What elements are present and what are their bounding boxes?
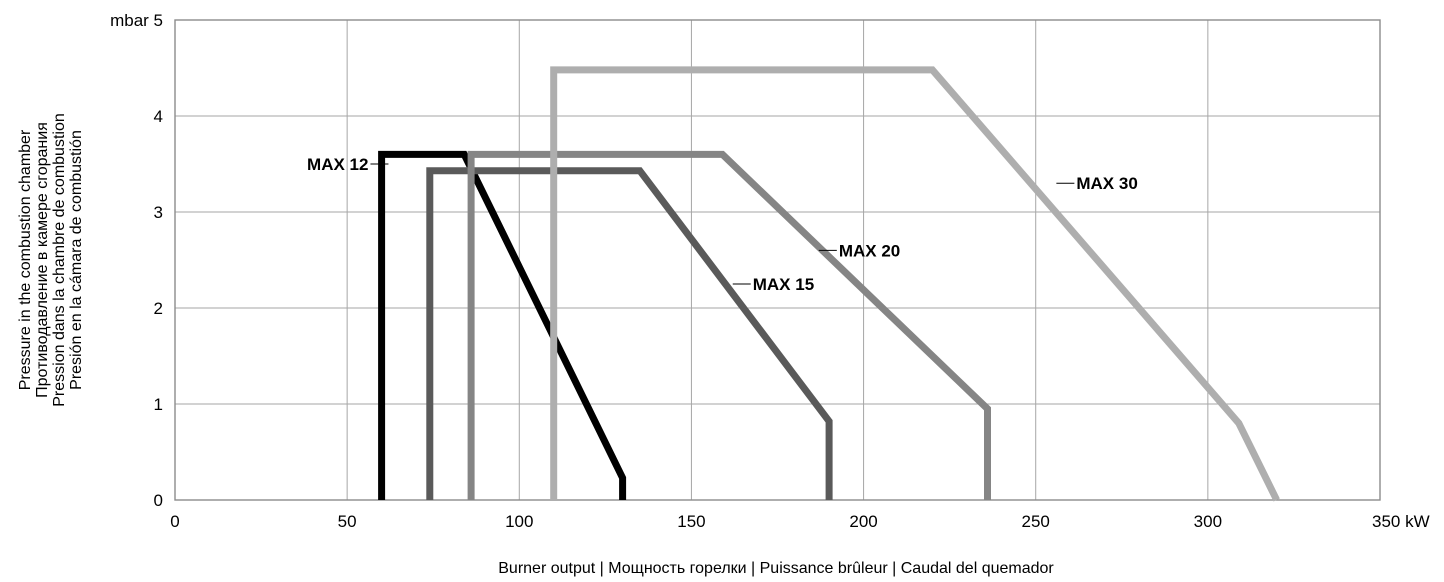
series-line-max-20 (467, 150, 991, 500)
series-labels: MAX 12 MAX 15 MAX 20 MAX 30 (307, 155, 1138, 294)
x-tick-label: 0 (170, 512, 179, 531)
y-tick-label: 3 (154, 203, 163, 222)
series-label-max-30: MAX 30 (1076, 174, 1137, 193)
series-line-max-12 (378, 150, 627, 500)
x-tick-label: 300 (1194, 512, 1222, 531)
x-tick-label: 200 (849, 512, 877, 531)
x-axis-title: Burner output | Мощность горелки | Puiss… (498, 560, 1054, 577)
series-label-max-20: MAX 20 (839, 241, 900, 260)
y-tick-label: 4 (154, 107, 163, 126)
tick-labels: 0 50 100 150 200 250 300 350 kW 0 1 2 3 4 mbar 5 (110, 11, 1430, 531)
series-line-max-15 (426, 167, 833, 500)
y-tick-label: 1 (154, 395, 163, 414)
x-tick-label: 250 (1022, 512, 1050, 531)
y-axis-title-line: Pressure in the combustion chamber (17, 129, 34, 390)
grid (174, 19, 1381, 501)
x-tick-label: 350 kW (1372, 512, 1430, 531)
y-tick-label: mbar 5 (110, 11, 163, 30)
y-axis-title-line: Pression dans la chambre de combustion (51, 113, 68, 407)
x-tick-label: 150 (677, 512, 705, 531)
y-tick-label: 2 (154, 299, 163, 318)
x-tick-label: 50 (338, 512, 357, 531)
y-tick-label: 0 (154, 491, 163, 510)
series-lines (378, 66, 1280, 502)
x-tick-label: 100 (505, 512, 533, 531)
y-axis-title-line: Противодавление в камере сгорания (34, 122, 51, 398)
series-label-max-12: MAX 12 (307, 155, 368, 174)
y-axis-title-line: Presión en la cámara de combustión (68, 130, 85, 390)
series-label-max-15: MAX 15 (753, 275, 814, 294)
y-axis-title: Pressure in the combustion chamber Против… (17, 113, 85, 407)
plot-frame (174, 19, 1381, 501)
series-line-max-30 (550, 66, 1280, 502)
